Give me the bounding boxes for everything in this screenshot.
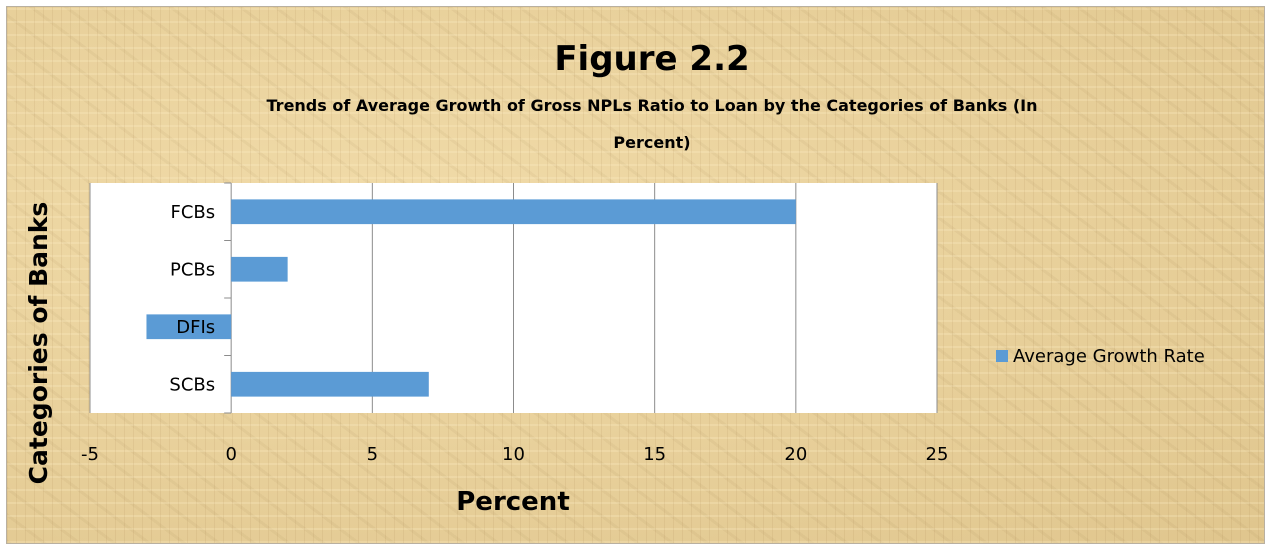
x-tick-label: 10	[502, 444, 525, 465]
bar-dfis	[146, 314, 232, 340]
bar-fcbs	[231, 199, 796, 225]
chart-subtitle-line-2: Percent)	[613, 133, 690, 152]
chart-title: Figure 2.2	[554, 39, 749, 79]
y-tick-label: FCBs	[171, 202, 216, 223]
y-axis-title: Categories of Banks	[24, 202, 53, 485]
x-tick-label: -5	[81, 444, 99, 465]
x-axis-title: Percent	[456, 487, 570, 517]
x-tick-label: 5	[367, 444, 378, 465]
x-tick-label: 25	[926, 444, 949, 465]
bars	[146, 199, 796, 397]
bar-scbs	[231, 371, 429, 397]
legend-label: Average Growth Rate	[1013, 346, 1205, 367]
y-tick-label: PCBs	[170, 259, 215, 280]
x-tick-label: 0	[225, 444, 236, 465]
x-axis-tick-labels: -5 0 5 10 15 20 25	[81, 444, 948, 465]
y-tick-label: DFIs	[176, 317, 215, 338]
y-tick-label: SCBs	[169, 374, 215, 395]
x-tick-label: 15	[643, 444, 666, 465]
x-tick-label: 20	[784, 444, 807, 465]
bar-pcbs	[231, 256, 288, 282]
y-axis-tick-labels: FCBs PCBs DFIs SCBs	[169, 202, 215, 396]
chart-subtitle-line-1: Trends of Average Growth of Gross NPLs R…	[267, 96, 1038, 115]
legend-swatch	[996, 350, 1008, 362]
